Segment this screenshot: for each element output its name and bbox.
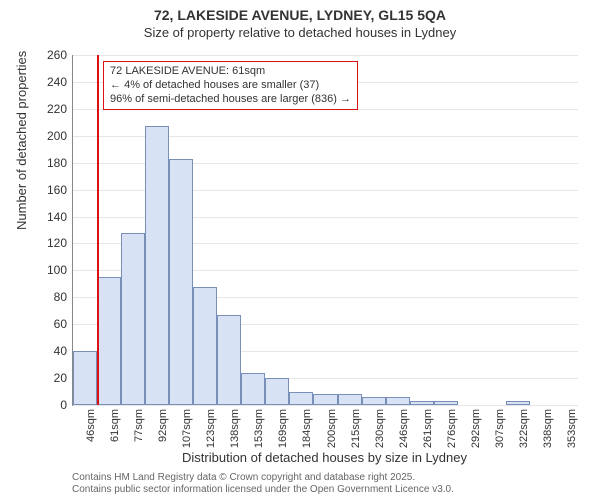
x-tick-label: 276sqm: [446, 409, 458, 448]
attribution: Contains HM Land Registry data © Crown c…: [72, 472, 454, 496]
histogram-bar: [121, 233, 145, 405]
chart-subtitle: Size of property relative to detached ho…: [0, 24, 600, 40]
x-tick-label: 230sqm: [374, 409, 386, 448]
chart-title: 72, LAKESIDE AVENUE, LYDNEY, GL15 5QA: [0, 0, 600, 24]
x-tick-label: 77sqm: [133, 409, 145, 442]
histogram-bar: [265, 378, 289, 405]
chart-container: 72, LAKESIDE AVENUE, LYDNEY, GL15 5QA Si…: [0, 0, 600, 500]
x-tick-label: 138sqm: [229, 409, 241, 448]
histogram-bar: [241, 373, 265, 405]
histogram-bar: [97, 277, 121, 405]
x-tick-label: 107sqm: [181, 409, 193, 448]
annotation-line: 96% of semi-detached houses are larger (…: [110, 93, 351, 107]
y-tick-label: 160: [47, 183, 67, 197]
histogram-bar: [313, 394, 337, 405]
x-tick-label: 307sqm: [494, 409, 506, 448]
x-tick-label: 261sqm: [422, 409, 434, 448]
x-tick-label: 200sqm: [326, 409, 338, 448]
y-tick-label: 120: [47, 236, 67, 250]
marker-line: [97, 55, 99, 405]
x-tick-label: 292sqm: [470, 409, 482, 448]
y-tick-label: 180: [47, 156, 67, 170]
x-tick-label: 322sqm: [518, 409, 530, 448]
attribution-line2: Contains public sector information licen…: [72, 484, 454, 496]
grid-line: [73, 405, 578, 406]
x-tick-label: 338sqm: [542, 409, 554, 448]
histogram-bar: [193, 287, 217, 405]
x-tick-label: 184sqm: [301, 409, 313, 448]
histogram-bar: [386, 397, 410, 405]
x-tick-label: 123sqm: [205, 409, 217, 448]
histogram-bar: [145, 126, 169, 405]
x-tick-label: 215sqm: [350, 409, 362, 448]
y-tick-label: 80: [54, 290, 67, 304]
x-tick-label: 246sqm: [398, 409, 410, 448]
histogram-bar: [217, 315, 241, 405]
histogram-bar: [338, 394, 362, 405]
y-tick-label: 260: [47, 48, 67, 62]
annotation-line: 72 LAKESIDE AVENUE: 61sqm: [110, 65, 351, 79]
x-tick-label: 153sqm: [253, 409, 265, 448]
y-tick-label: 200: [47, 129, 67, 143]
y-tick-label: 100: [47, 263, 67, 277]
x-tick-label: 169sqm: [277, 409, 289, 448]
annotation-box: 72 LAKESIDE AVENUE: 61sqm← 4% of detache…: [103, 61, 358, 110]
y-tick-label: 0: [60, 398, 67, 412]
y-tick-label: 20: [54, 371, 67, 385]
y-tick-label: 60: [54, 317, 67, 331]
annotation-line: ← 4% of detached houses are smaller (37): [110, 79, 351, 93]
y-tick-label: 140: [47, 210, 67, 224]
y-axis-label: Number of detached properties: [14, 51, 29, 230]
histogram-bar: [434, 401, 458, 405]
x-tick-label: 61sqm: [109, 409, 121, 442]
histogram-bar: [410, 401, 434, 405]
y-tick-label: 220: [47, 102, 67, 116]
attribution-line1: Contains HM Land Registry data © Crown c…: [72, 472, 454, 484]
histogram-bar: [506, 401, 530, 405]
x-tick-label: 92sqm: [157, 409, 169, 442]
histogram-bar: [169, 159, 193, 405]
histogram-bar: [362, 397, 386, 405]
y-tick-label: 40: [54, 344, 67, 358]
plot-area: 02040608010012014016018020022024026046sq…: [72, 55, 578, 406]
x-axis-label: Distribution of detached houses by size …: [72, 450, 577, 465]
grid-line: [73, 55, 578, 56]
y-tick-label: 240: [47, 75, 67, 89]
x-tick-label: 46sqm: [85, 409, 97, 442]
histogram-bar: [73, 351, 97, 405]
histogram-bar: [289, 392, 313, 405]
x-tick-label: 353sqm: [566, 409, 578, 448]
